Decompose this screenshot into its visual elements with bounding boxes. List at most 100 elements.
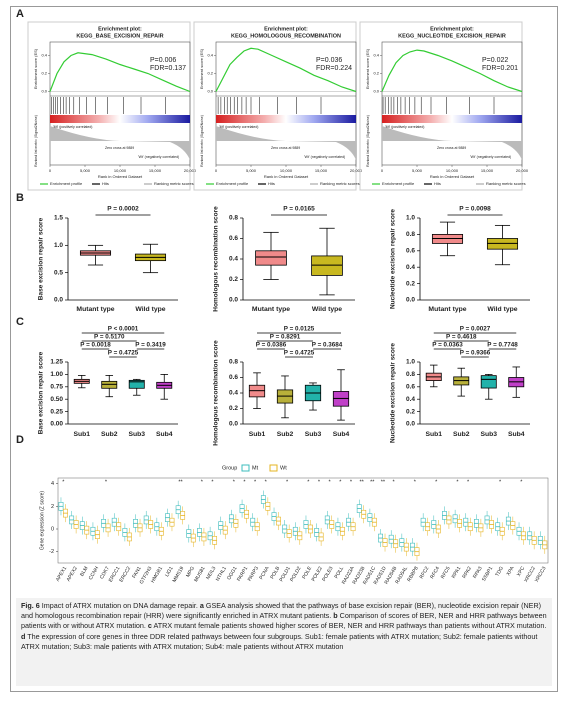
gsea-title: KEGG_BASE_EXCISION_REPAIR [76, 33, 163, 39]
legend-label: Ranking metric scores [154, 181, 194, 186]
y-tick-label: 0.0 [41, 89, 47, 94]
x-tick-label: Wild type [135, 306, 165, 313]
x-tick-label: RPA3 [472, 565, 484, 579]
pos-label: 'Mt' (positively correlated) [53, 125, 92, 129]
y-tick-label: 0.0 [207, 89, 213, 94]
legend-label: Wt [280, 465, 287, 471]
caption-text: Impact of ATRX mutation on DNA damage re… [39, 601, 200, 610]
y-tick-label: 0.0 [373, 89, 379, 94]
x-tick-label: RFC5 [440, 565, 452, 579]
p-value: P = 0.3419 [135, 342, 166, 349]
legend-label: Enrichment profile [50, 181, 83, 186]
x-tick-label: FAN1 [131, 565, 143, 579]
y-tick-label: 1.00 [50, 371, 63, 378]
significance: * [201, 479, 204, 485]
x-tick-label: CCNH [88, 565, 101, 581]
significance: * [329, 479, 332, 485]
panel-letter: D [16, 434, 24, 446]
pos-label: 'Mt' (positively correlated) [219, 125, 258, 129]
legend-swatch [241, 464, 250, 472]
legend-label: Hits [102, 181, 109, 186]
y-tick-label: 0.0 [406, 421, 415, 428]
neg-label: 'Wt' (negatively correlated) [138, 155, 179, 159]
axis-label: Enrichment score (ES) [33, 48, 38, 89]
significance: ** [381, 479, 386, 485]
axis-label: Ranked list metric (Signal2Noise) [200, 115, 204, 167]
caption-text: GSEA analysis showed that the pathways o… [21, 601, 542, 621]
y-tick-label: 1.0 [54, 242, 63, 249]
x-tick-label: Sub3 [128, 431, 145, 438]
x-tick-label: Wild type [312, 306, 342, 313]
x-tick-label: POLE3 [321, 565, 334, 582]
caption-text: Comparison of scores of BER, NER and HRR… [21, 611, 547, 631]
p-value: P = 0.8291 [270, 334, 301, 341]
caption: Fig. 6 Impact of ATRX mutation on DNA da… [16, 598, 552, 686]
x-tick-label: XPC [516, 565, 527, 577]
x-tick-label: 0 [215, 168, 218, 173]
x-tick-label: CDK7 [99, 565, 111, 580]
y-tick-label: 0.50 [50, 396, 63, 403]
axis-label: Rank in Ordered Dataset [430, 174, 475, 179]
caption-letter: c [147, 621, 152, 631]
y-tick-label: 1.0 [406, 359, 415, 366]
box [128, 379, 145, 389]
axis-label: Ranked list metric (Signal2Noise) [366, 115, 370, 167]
x-tick-label: 20,000 [516, 168, 529, 173]
p-value: P = 0.0027 [460, 326, 491, 333]
y-tick-label: 0.4 [229, 390, 238, 397]
x-tick-label: POLD2 [289, 565, 303, 582]
legend-label: Hits [268, 181, 275, 186]
box [480, 375, 497, 389]
heat-bar [382, 115, 522, 123]
x-tick-label: Sub3 [305, 431, 322, 438]
p-value: P = 0.4725 [284, 350, 315, 357]
x-tick-label: Mutant type [252, 306, 290, 313]
p-value: P = 0.0098 [459, 206, 491, 213]
x-tick-label: 20,000 [350, 168, 363, 173]
axis-label: Nucleotide excision repair score [390, 209, 397, 309]
x-tick-label: RBBP8 [406, 565, 420, 582]
x-tick-label: 5,000 [80, 168, 91, 173]
x-tick-label: 15,000 [481, 168, 494, 173]
y-tick-label: 1.25 [50, 359, 63, 366]
significance: * [499, 479, 502, 485]
x-tick-label: MPG [185, 566, 196, 579]
gsea-title: Enrichment plot: [98, 26, 142, 32]
y-tick-label: 0.25 [50, 408, 63, 415]
y-tick-label: 4 [51, 481, 54, 487]
x-tick-label: 15,000 [315, 168, 328, 173]
y-tick-label: 0.8 [229, 359, 238, 366]
enrichment-curve [381, 49, 523, 93]
p-value: P = 0.0363 [432, 342, 463, 349]
y-tick-label: 0.6 [406, 248, 415, 255]
plot-frame [57, 477, 549, 564]
y-tick-label: 1.0 [406, 215, 415, 222]
significance: * [286, 479, 289, 485]
y-tick-label: 0.0 [229, 421, 238, 428]
y-tick-label: 0.2 [207, 71, 213, 76]
x-tick-label: Mutant type [428, 306, 466, 313]
significance: ** [370, 479, 375, 485]
y-tick-label: 0.2 [373, 71, 379, 76]
significance: * [243, 479, 246, 485]
p-value: P = 0.7748 [487, 342, 518, 349]
x-tick-label: 15,000 [149, 168, 162, 173]
legend-label: Hits [434, 181, 441, 186]
significance: * [254, 479, 257, 485]
y-tick-label: 0.6 [406, 384, 415, 391]
p-value: P=0.036 [316, 57, 342, 64]
gsea-title: Enrichment plot: [430, 26, 474, 32]
caption-letter: b [333, 611, 338, 621]
x-tick-label: Sub3 [480, 431, 497, 438]
legend-title: Group [222, 465, 237, 471]
fdr-value: FDR=0.137 [150, 65, 186, 72]
significance: ** [359, 479, 364, 485]
enrichment-curve [215, 47, 357, 93]
x-tick-label: RPA1 [451, 565, 463, 579]
y-tick-label: 0.2 [406, 408, 415, 415]
y-tick-label: 0 [51, 526, 54, 532]
x-tick-label: PCNA [258, 565, 270, 581]
heat-bar [216, 115, 356, 123]
x-tick-label: 20,000 [184, 168, 197, 173]
y-tick-label: 0.4 [373, 53, 379, 58]
